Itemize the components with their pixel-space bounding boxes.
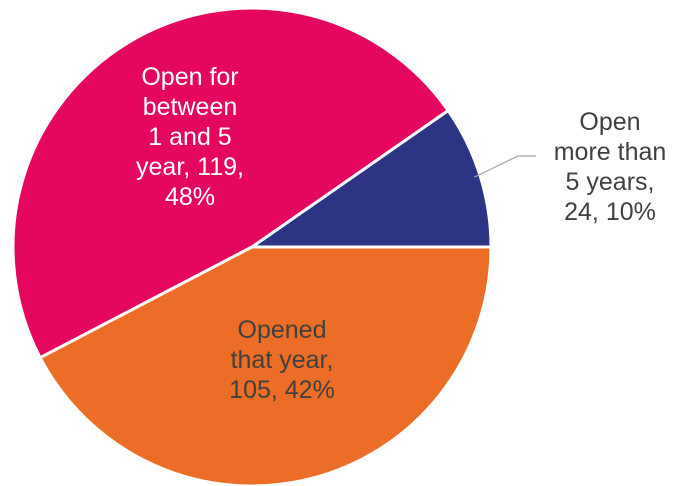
data-label-line: Open for: [141, 63, 238, 91]
pie-slice: [250, 108, 493, 249]
data-label-line: 48%: [165, 183, 215, 211]
data-label-line: Opened: [238, 316, 327, 344]
pie-slices: [11, 6, 493, 486]
data-label: Open more than 5 years, 24, 10%: [554, 108, 667, 226]
data-label: Open for between 1 and 5 year, 119, 48%: [136, 63, 244, 211]
data-label-line: 1 and 5: [148, 123, 231, 151]
data-label-line: 24, 10%: [564, 198, 656, 226]
data-label: Opened that year, 105, 42%: [229, 316, 335, 404]
data-label-line: that year,: [231, 346, 334, 374]
data-label-line: Open: [579, 108, 640, 136]
data-label-line: between: [143, 93, 238, 121]
pie-slice: [11, 6, 450, 360]
data-label-line: 105, 42%: [229, 376, 335, 404]
data-labels: Open more than 5 years, 24, 10% Open for betw…: [136, 63, 666, 404]
data-label-line: year, 119,: [136, 153, 244, 181]
data-label-line: more than: [554, 138, 667, 166]
data-label-line: 5 years,: [566, 168, 655, 196]
leader-lines: [474, 155, 536, 178]
pie-slice: [38, 245, 493, 486]
leader-line: [474, 155, 536, 178]
